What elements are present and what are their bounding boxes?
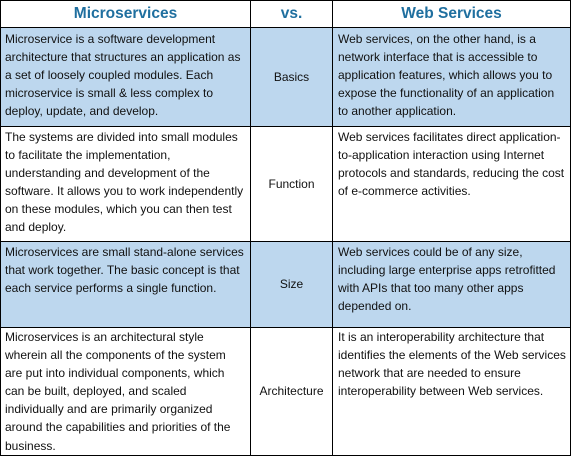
microservices-cell: Microservices is an architectural style …	[0, 327, 251, 456]
microservices-cell: Microservices are small stand-alone serv…	[0, 241, 251, 328]
header-microservices: Microservices	[0, 0, 251, 28]
web-services-cell: It is an interoperability architecture t…	[332, 327, 571, 456]
microservices-cell: The systems are divided into small modul…	[0, 126, 251, 242]
table-row-size: Microservices are small stand-alone serv…	[0, 241, 571, 328]
header-vs: vs.	[250, 0, 333, 28]
table-row-function: The systems are divided into small modul…	[0, 126, 571, 242]
criterion-cell: Function	[250, 126, 333, 242]
header-web-services: Web Services	[332, 0, 571, 28]
table-row-architecture: Microservices is an architectural style …	[0, 327, 571, 456]
web-services-cell: Web services facilitates direct applicat…	[332, 126, 571, 242]
table-row-basics: Microservice is a software development a…	[0, 27, 571, 127]
web-services-cell: Web services could be of any size, inclu…	[332, 241, 571, 328]
microservices-cell: Microservice is a software development a…	[0, 27, 251, 127]
criterion-cell: Architecture	[250, 327, 333, 456]
criterion-cell: Size	[250, 241, 333, 328]
web-services-cell: Web services, on the other hand, is a ne…	[332, 27, 571, 127]
criterion-cell: Basics	[250, 27, 333, 127]
header-row: Microservices vs. Web Services	[0, 0, 571, 28]
